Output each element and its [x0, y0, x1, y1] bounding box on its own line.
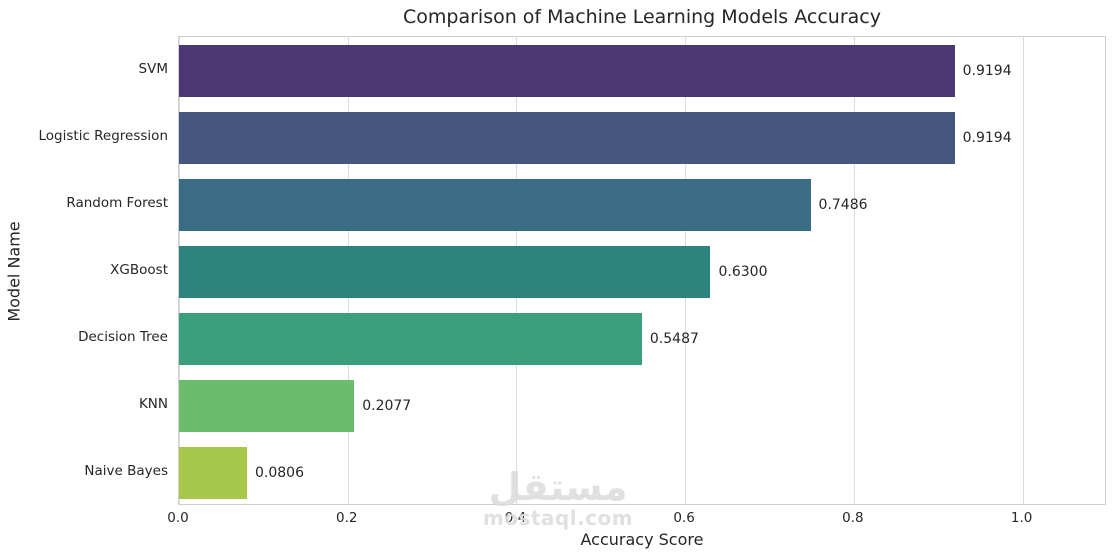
x-tick-label-0.0: 0.0 — [167, 510, 189, 526]
y-tick-label-svm: SVM — [138, 60, 168, 77]
bar-value-label: 0.5487 — [649, 330, 699, 347]
y-tick-label-random-forest: Random Forest — [66, 194, 168, 211]
bar-decision-tree — [179, 312, 642, 365]
bar-value-label: 0.9194 — [962, 62, 1012, 79]
bar-naive-bayes — [179, 446, 247, 499]
y-tick-label-logistic-regression: Logistic Regression — [38, 127, 169, 144]
x-tick-label-0.2: 0.2 — [335, 510, 358, 526]
bar-value-label: 0.0806 — [254, 464, 304, 481]
bar-random-forest — [179, 178, 811, 231]
y-tick-label-knn: KNN — [138, 395, 168, 412]
y-axis-title: Model Name — [4, 221, 24, 322]
x-tick-label-0.4: 0.4 — [504, 510, 527, 526]
watermark-site-name: mostaql.com — [482, 506, 634, 530]
plot-area: 0.9194 0.9194 0.7486 0.6300 0.5487 0.2077 0.08… — [178, 36, 1106, 505]
chart-title: Comparison of Machine Learning Models Ac… — [403, 6, 881, 28]
x-tick-label-1.0: 1.0 — [1010, 510, 1033, 526]
y-tick-label-xgboost: XGBoost — [110, 261, 168, 278]
bar-value-label: 0.7486 — [818, 196, 868, 213]
x-tick-label-0.6: 0.6 — [673, 510, 695, 526]
bar-value-label: 0.9194 — [962, 129, 1012, 146]
x-tick-label-0.8: 0.8 — [842, 510, 864, 526]
y-tick-label-decision-tree: Decision Tree — [78, 328, 168, 345]
gridline-x-1.0 — [1022, 37, 1024, 504]
bar-value-label: 0.2077 — [362, 397, 412, 414]
bar-xgboost — [179, 245, 711, 298]
bar-logistic-regression — [179, 111, 955, 164]
gridline-x-0.8 — [853, 37, 855, 504]
bar-knn — [179, 379, 355, 432]
y-tick-label-naive-bayes: Naive Bayes — [84, 462, 168, 479]
x-axis-title: Accuracy Score — [580, 530, 704, 549]
bar-value-label: 0.6300 — [718, 263, 768, 280]
bar-svm — [179, 44, 955, 97]
